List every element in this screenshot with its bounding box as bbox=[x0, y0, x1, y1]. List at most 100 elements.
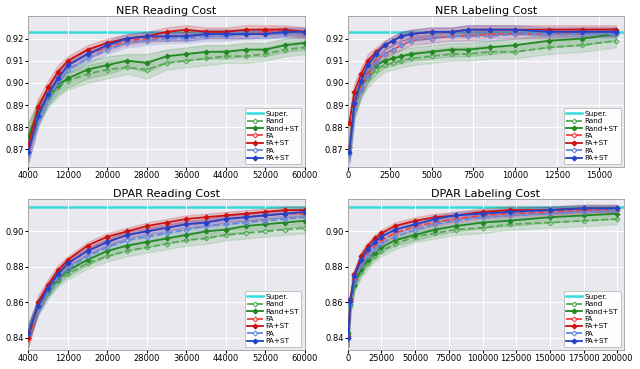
PA+ST bbox=[202, 220, 210, 225]
FA+ST bbox=[84, 47, 92, 52]
FA+ST bbox=[372, 49, 380, 54]
PA+ST bbox=[357, 258, 365, 262]
Rand bbox=[242, 231, 250, 235]
FA+ST bbox=[143, 34, 150, 38]
Rand bbox=[182, 58, 190, 63]
FA bbox=[182, 222, 190, 227]
PA+ST bbox=[614, 206, 621, 211]
Legend: Super., Rand, Rand+ST, FA, FA+ST, PA, PA+ST: Super., Rand, Rand+ST, FA, FA+ST, PA, PA… bbox=[244, 292, 301, 346]
PA bbox=[54, 275, 62, 280]
Rand+ST bbox=[614, 211, 621, 216]
Rand bbox=[242, 54, 250, 58]
FA bbox=[506, 211, 513, 216]
FA+ST bbox=[428, 30, 435, 34]
FA+ST bbox=[397, 34, 405, 38]
FA bbox=[64, 63, 72, 68]
FA+ST bbox=[347, 297, 355, 301]
FA+ST bbox=[24, 336, 32, 340]
FA bbox=[35, 110, 42, 114]
FA bbox=[24, 145, 32, 149]
PA+ST bbox=[506, 210, 513, 214]
PA+ST bbox=[344, 336, 352, 340]
Line: PA: PA bbox=[27, 215, 307, 334]
Rand bbox=[364, 261, 372, 266]
FA bbox=[378, 238, 385, 242]
Line: Rand+ST: Rand+ST bbox=[27, 219, 307, 334]
FA+ST bbox=[364, 58, 372, 63]
Rand bbox=[545, 45, 552, 49]
PA+ST bbox=[222, 217, 230, 221]
Rand+ST bbox=[54, 83, 62, 87]
FA+ST bbox=[344, 334, 352, 338]
Super. bbox=[344, 205, 351, 210]
FA bbox=[486, 32, 494, 36]
Rand bbox=[124, 65, 131, 70]
PA bbox=[357, 87, 365, 92]
Rand+ST bbox=[344, 330, 352, 335]
Rand bbox=[35, 306, 42, 310]
Rand bbox=[614, 217, 621, 221]
PA bbox=[163, 231, 170, 235]
PA bbox=[431, 222, 439, 227]
Rand bbox=[163, 61, 170, 65]
PA bbox=[389, 47, 397, 52]
PA bbox=[281, 32, 289, 36]
PA bbox=[428, 36, 435, 41]
PA bbox=[182, 36, 190, 41]
FA bbox=[580, 208, 588, 212]
Rand+ST bbox=[397, 54, 405, 58]
FA+ST bbox=[579, 27, 586, 32]
Rand+ST bbox=[545, 38, 552, 43]
Rand+ST bbox=[580, 213, 588, 218]
FA bbox=[143, 229, 150, 234]
Rand+ST bbox=[412, 233, 419, 237]
Rand+ST bbox=[35, 110, 42, 114]
FA bbox=[391, 231, 399, 235]
FA bbox=[397, 43, 405, 47]
FA+ST bbox=[357, 254, 365, 258]
PA+ST bbox=[397, 34, 405, 38]
FA bbox=[612, 30, 620, 34]
PA+ST bbox=[357, 79, 365, 83]
FA bbox=[412, 224, 419, 228]
FA bbox=[357, 85, 365, 90]
PA+ST bbox=[579, 30, 586, 34]
FA+ST bbox=[182, 27, 190, 32]
PA+ST bbox=[143, 229, 150, 234]
Rand+ST bbox=[104, 249, 111, 253]
PA+ST bbox=[222, 32, 230, 36]
PA+ST bbox=[35, 304, 42, 308]
PA+ST bbox=[408, 32, 415, 36]
Rand+ST bbox=[364, 258, 372, 262]
PA bbox=[344, 336, 352, 340]
Super. bbox=[344, 205, 351, 210]
Legend: Super., Rand, Rand+ST, FA, FA+ST, PA, PA+ST: Super., Rand, Rand+ST, FA, FA+ST, PA, PA… bbox=[244, 108, 301, 163]
FA+ST bbox=[222, 30, 230, 34]
FA+ST bbox=[301, 30, 308, 34]
Rand bbox=[347, 304, 355, 308]
FA bbox=[84, 249, 92, 253]
PA+ST bbox=[378, 234, 385, 239]
PA bbox=[448, 34, 456, 38]
PA bbox=[612, 32, 620, 36]
Rand bbox=[580, 218, 588, 223]
Line: PA+ST: PA+ST bbox=[347, 207, 619, 339]
FA+ST bbox=[351, 90, 358, 94]
FA bbox=[364, 72, 372, 76]
Rand+ST bbox=[64, 76, 72, 81]
PA+ST bbox=[479, 211, 486, 216]
Rand bbox=[222, 54, 230, 58]
Line: FA: FA bbox=[348, 30, 618, 149]
PA+ST bbox=[124, 233, 131, 237]
Super. bbox=[4, 30, 12, 35]
Rand bbox=[372, 68, 380, 72]
PA bbox=[24, 149, 32, 154]
PA bbox=[44, 96, 52, 101]
Rand+ST bbox=[448, 47, 456, 52]
PA bbox=[64, 68, 72, 72]
Rand bbox=[222, 233, 230, 237]
FA+ST bbox=[104, 234, 111, 239]
Rand bbox=[301, 225, 308, 230]
Title: NER Labeling Cost: NER Labeling Cost bbox=[435, 6, 537, 15]
FA bbox=[371, 244, 378, 248]
